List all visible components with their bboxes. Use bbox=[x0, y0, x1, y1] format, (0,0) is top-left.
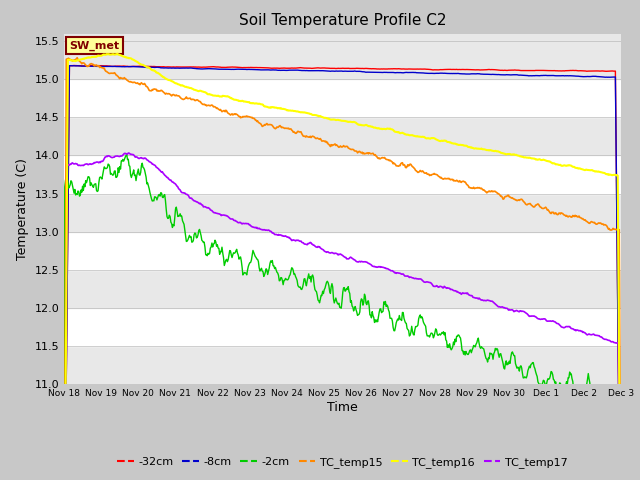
Bar bbox=[64, 193, 621, 232]
Bar bbox=[64, 232, 621, 270]
Bar bbox=[64, 118, 621, 156]
Bar bbox=[64, 156, 621, 193]
Title: Soil Temperature Profile C2: Soil Temperature Profile C2 bbox=[239, 13, 446, 28]
Y-axis label: Temperature (C): Temperature (C) bbox=[16, 158, 29, 260]
Bar bbox=[64, 308, 621, 346]
Bar bbox=[64, 346, 621, 384]
Bar bbox=[64, 270, 621, 308]
X-axis label: Time: Time bbox=[327, 401, 358, 414]
Text: SW_met: SW_met bbox=[70, 41, 120, 51]
Bar bbox=[64, 79, 621, 118]
Bar bbox=[64, 41, 621, 79]
Legend: -32cm, -8cm, -2cm, TC_temp15, TC_temp16, TC_temp17: -32cm, -8cm, -2cm, TC_temp15, TC_temp16,… bbox=[113, 453, 572, 472]
